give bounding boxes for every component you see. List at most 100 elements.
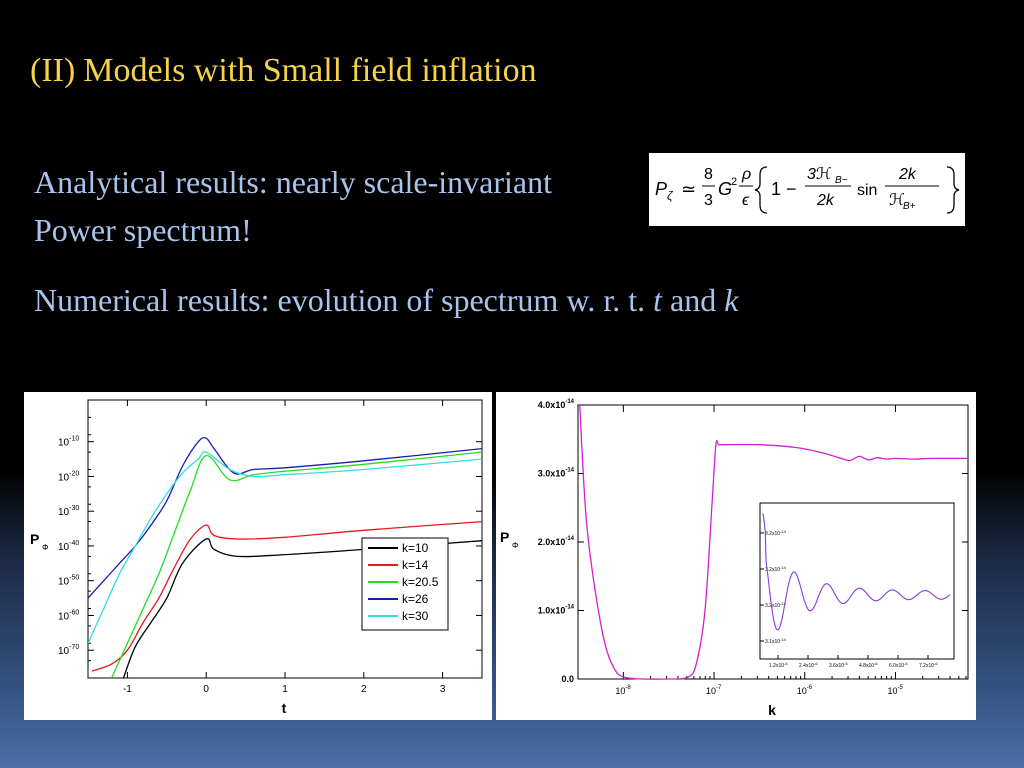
chart-panel-time: -1 0 1 2 3 10-10 10-20 10-30 10-40 10-50 10-60 10-7… — [24, 392, 492, 720]
inset-xtick-base: 6.0x10 — [889, 663, 904, 669]
analytical-line-1: Analytical results: nearly scale-invaria… — [34, 164, 553, 200]
chart2-ytick-label: 0.0 — [561, 674, 574, 684]
inset-xtick-label: 1.2x10-6 — [769, 661, 788, 669]
chart2-xtick-base: 10 — [706, 686, 716, 696]
inset-ytick-exp: -14 — [780, 565, 787, 570]
formula-approx: ≃ — [681, 179, 696, 199]
title-main: Models with Small field inflation — [83, 52, 537, 89]
chart1-legend-label: k=10 — [402, 541, 429, 555]
inset-xtick-label: 2.4x10-6 — [799, 661, 818, 669]
chart2-xlabel: k — [768, 702, 776, 718]
inset-xtick-exp: -6 — [934, 661, 938, 666]
chart2-xtick-exp: -5 — [897, 685, 903, 691]
inset-xtick-exp: -6 — [874, 661, 878, 666]
chart1-xtick-label: 2 — [361, 684, 367, 695]
inset-xtick-label: 3.6x10-6 — [829, 661, 848, 669]
inset-ytick-base: 3.2x10 — [765, 531, 780, 537]
chart1-ytick-exp: -70 — [69, 644, 79, 651]
and-word: and — [670, 282, 717, 318]
chart1-xtick-label: -1 — [123, 684, 132, 695]
chart1-xlabel: t — [282, 700, 287, 716]
chart1-ytick-base: 10 — [58, 646, 70, 657]
chart1-ytick-base: 10 — [58, 507, 70, 518]
inset-ytick-label: 3.1x10-14 — [765, 637, 787, 645]
var-k: k — [724, 282, 739, 318]
inset-xtick-base: 2.4x10 — [799, 663, 814, 669]
chart1-xtick-label: 1 — [282, 684, 288, 695]
chart1-ylabel: P — [30, 531, 39, 547]
chart2-ytick-label: 3.0x10-14 — [538, 468, 575, 479]
inset-xtick-label: 7.2x10-6 — [919, 661, 938, 669]
chart1-series-line — [91, 520, 482, 672]
formula-svg: P ζ ≃ 8 3 G 2 ρ ϵ 1 − 3ℋ B− 2k sin 2k ℋ … — [655, 166, 960, 214]
chart-panel-k: 10-8 10-7 10-6 10-5 0.0 1.0x10-14 2.0x10-14 3.0… — [496, 392, 976, 720]
inset-ytick-base: 3.1x10 — [765, 639, 780, 645]
inset-xtick-base: 7.2x10 — [919, 663, 934, 669]
inset-frame — [759, 502, 955, 660]
sin-word: sin — [857, 182, 877, 199]
inset-xtick-base: 1.2x10 — [769, 663, 784, 669]
one-minus: 1 − — [771, 179, 797, 199]
power-spectrum-formula: P ζ ≃ 8 3 G 2 ρ ϵ 1 − 3ℋ B− 2k sin 2k ℋ … — [649, 153, 965, 226]
chart1-legend-label: k=30 — [402, 609, 429, 623]
chart2-xtick-label: 10-6 — [797, 685, 813, 696]
chart2-ytick-base: 4.0x10 — [538, 400, 566, 410]
slide-title: (II) Models with Small field inflation — [30, 52, 537, 90]
chart1-ytick-exp: -40 — [69, 540, 79, 547]
chart2-series-line — [579, 404, 969, 680]
chart1-ytick-exp: -10 — [69, 436, 79, 443]
chart1-ytick-exp: -20 — [69, 470, 79, 477]
inset-xtick-label: 6.0x10-6 — [889, 661, 908, 669]
frac3-num-sub: B− — [835, 175, 848, 186]
chart2-xtick-base: 10 — [615, 686, 625, 696]
chart1-legend-label: k=20.5 — [402, 575, 439, 589]
inset-xtick-exp: -6 — [814, 661, 818, 666]
chart1-ytick-label: 10-30 — [58, 505, 79, 518]
formula-G-exp: 2 — [731, 176, 737, 188]
chart2-xtick-base: 10 — [887, 686, 897, 696]
chart2-ytick-label: 1.0x10-14 — [538, 605, 575, 616]
chart1-legend-box — [361, 537, 449, 631]
chart2-ytick-exp: -14 — [565, 605, 574, 611]
inset-ytick-exp: -14 — [780, 637, 787, 642]
frac1-den: 3 — [704, 192, 713, 209]
chart2-ytick-exp: -14 — [565, 468, 574, 474]
frac2-num: ρ — [741, 166, 751, 183]
inset-ytick-label: 3.2x10-14 — [765, 601, 787, 609]
inset-xtick-base: 3.6x10 — [829, 663, 844, 669]
formula-G: G — [718, 179, 732, 199]
inset-xtick-exp: -6 — [784, 661, 788, 666]
chart1-ytick-exp: -50 — [69, 575, 79, 582]
frac4-den-sub: B+ — [903, 201, 916, 212]
inset-xtick-label: 4.8x10-6 — [859, 661, 878, 669]
numerical-prefix: Numerical results: evolution of spectrum… — [34, 282, 646, 318]
chart-k-spectrum: 10-8 10-7 10-6 10-50.01.0x10-142.0x10-143.0… — [500, 399, 969, 718]
inset-ytick-exp: -14 — [780, 601, 787, 606]
chart2-xtick-label: 10-7 — [706, 685, 722, 696]
chart1-ytick-base: 10 — [58, 611, 70, 622]
frac3-num: 3ℋ — [807, 166, 832, 183]
inset-ytick-exp: -14 — [780, 529, 787, 534]
numerical-line: Numerical results: evolution of spectrum… — [34, 282, 738, 319]
inset-xtick-exp: -6 — [904, 661, 908, 666]
chart2-ylabel-sub: Φ — [512, 541, 518, 550]
chart1-xtick-label: 0 — [203, 684, 209, 695]
analytical-line-2: Power spectrum! — [34, 212, 252, 248]
formula-lhs-sub: ζ — [667, 189, 674, 203]
frac3-den: 2k — [816, 192, 835, 209]
inset-ytick-label: 3.2x10-14 — [765, 529, 787, 537]
left-brace — [754, 166, 768, 214]
chart1-ytick-exp: -30 — [69, 505, 79, 512]
frac4-den: ℋ — [889, 192, 905, 209]
inset-series-line — [762, 513, 951, 631]
var-t: t — [653, 282, 663, 318]
chart1-ytick-base: 10 — [58, 472, 70, 483]
chart1-legend-label: k=26 — [402, 592, 429, 606]
chart1-series-line — [111, 451, 482, 678]
chart2-ytick-base: 0.0 — [561, 674, 574, 684]
chart1-ytick-label: 10-40 — [58, 540, 79, 553]
chart2-ytick-label: 2.0x10-14 — [538, 536, 575, 547]
chart2-ytick-base: 1.0x10 — [538, 606, 566, 616]
chart1-series-line — [88, 436, 482, 599]
chart2-xtick-exp: -8 — [625, 685, 631, 691]
